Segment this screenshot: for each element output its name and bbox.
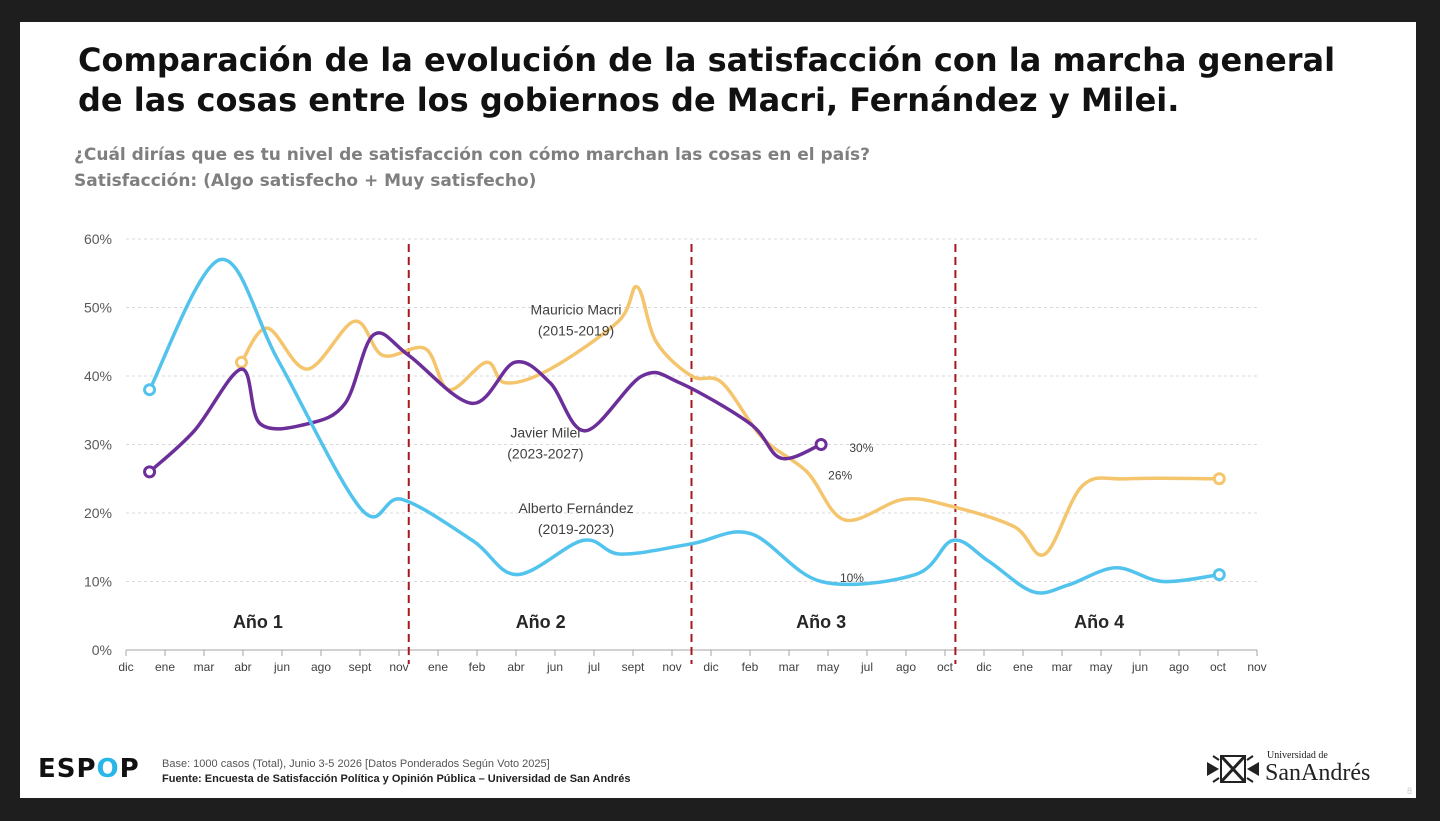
series-name-label: Alberto Fernández [518, 500, 633, 516]
x-tick-label: dic [118, 660, 133, 674]
series-start-marker [143, 465, 157, 479]
series-value-label: 10% [840, 571, 864, 585]
y-tick-label: 30% [84, 437, 112, 453]
x-tick-label: may [1090, 660, 1113, 674]
year-label: Año 1 [233, 612, 283, 632]
y-tick-label: 20% [84, 505, 112, 521]
page-number: 8 [1406, 786, 1412, 796]
series-name-label: Mauricio Macri [531, 301, 622, 317]
year-label: Año 4 [1074, 612, 1124, 632]
x-tick-label: ago [311, 660, 331, 674]
series-period-label: (2019-2023) [538, 521, 614, 537]
series-value-label: 26% [828, 468, 852, 482]
series-end-marker [1212, 472, 1226, 486]
x-tick-label: feb [742, 660, 759, 674]
x-tick-label: jun [546, 660, 563, 674]
x-tick-label: mar [194, 660, 215, 674]
x-tick-label: jun [273, 660, 290, 674]
slide-title: Comparación de la evolución de la satisf… [78, 41, 1336, 119]
x-tick-label: ene [155, 660, 175, 674]
series-start-marker [143, 383, 157, 397]
x-tick-label: jun [1131, 660, 1148, 674]
series-line [147, 257, 1222, 595]
footer-source: Fuente: Encuesta de Satisfacción Polític… [162, 773, 631, 785]
x-tick-label: feb [469, 660, 486, 674]
x-tick-label: ene [428, 660, 448, 674]
satisfaction-line-chart: 0% 10% 20% 30% 40% 50% 60% dic ene mar abr jun ago se… [84, 231, 1267, 674]
university-prefix: Universidad de [1267, 750, 1328, 761]
x-tick-label: nov [662, 660, 681, 674]
series-line [147, 331, 823, 474]
x-tick-label: oct [937, 660, 954, 674]
x-tick-label: sept [622, 660, 645, 674]
espop-logo: ESPOP [38, 754, 140, 784]
university-logo: Universidad de SanAndrés [1205, 748, 1405, 788]
x-tick-label: mar [779, 660, 800, 674]
x-tick-label: mar [1052, 660, 1073, 674]
series-name-label: Javier Milei [510, 425, 580, 441]
university-crest-icon [1207, 754, 1259, 784]
x-tick-label: jul [587, 660, 600, 674]
slide-subtitle: ¿Cuál dirías que es tu nivel de satisfac… [74, 142, 870, 194]
y-tick-label: 0% [92, 642, 112, 658]
footer-base-note: Base: 1000 casos (Total), Junio 3-5 2026… [162, 758, 550, 770]
x-tick-label: oct [1210, 660, 1227, 674]
slide: Comparación de la evolución de la satisf… [20, 22, 1416, 798]
x-tick-label: nov [1247, 660, 1266, 674]
university-name: SanAndrés [1265, 760, 1371, 786]
x-tick-label: nov [389, 660, 408, 674]
x-tick-label: dic [976, 660, 991, 674]
x-tick-label: abr [507, 660, 524, 674]
metric-definition: Satisfacción: (Algo satisfecho + Muy sat… [74, 171, 537, 191]
survey-question: ¿Cuál dirías que es tu nivel de satisfac… [74, 145, 871, 165]
year-label: Año 2 [516, 612, 566, 632]
x-tick-label: abr [234, 660, 251, 674]
y-tick-label: 40% [84, 368, 112, 384]
y-tick-label: 10% [84, 574, 112, 590]
x-tick-label: ago [896, 660, 916, 674]
series-end-marker [814, 438, 828, 451]
series-value-label: 30% [849, 441, 873, 455]
series-period-label: (2023-2027) [507, 446, 583, 462]
series-start-marker [234, 355, 248, 369]
x-tick-label: sept [349, 660, 372, 674]
y-tick-label: 50% [84, 300, 112, 316]
x-tick-label: ene [1013, 660, 1033, 674]
series-end-marker [1212, 568, 1226, 582]
year-label: Año 3 [796, 612, 846, 632]
x-tick-label: may [817, 660, 840, 674]
series-line [239, 285, 1222, 557]
x-tick-label: dic [703, 660, 718, 674]
x-tick-label: jul [860, 660, 873, 674]
y-tick-label: 60% [84, 231, 112, 247]
series-period-label: (2015-2019) [538, 322, 614, 338]
x-tick-label: ago [1169, 660, 1189, 674]
